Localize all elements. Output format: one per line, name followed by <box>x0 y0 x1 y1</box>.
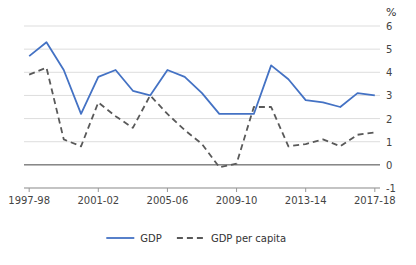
grid-line <box>24 49 380 50</box>
zero-line <box>24 164 380 165</box>
x-tick <box>236 188 237 192</box>
chart-container: -1 0 1 2 3 4 5 6% 1997-98 2001-02 2005-06 2009-10 20… <box>0 0 416 265</box>
x-tick-label: 2017-18 <box>354 195 396 206</box>
legend-label: GDP per capita <box>211 233 286 244</box>
y-tick-label: 2 <box>386 114 392 125</box>
x-tick-label: 2005-06 <box>147 195 189 206</box>
grid-line <box>24 164 380 165</box>
legend-swatch <box>177 237 205 239</box>
grid-line <box>24 72 380 73</box>
y-axis-label: % <box>386 6 396 19</box>
grid-line <box>24 26 380 27</box>
x-tick-label: 1997-98 <box>8 195 50 206</box>
chart-svg: -1 0 1 2 3 4 5 6% 1997-98 2001-02 2005-06 2009-10 20… <box>0 0 416 265</box>
y-tick-label: 5 <box>386 44 392 55</box>
grid-line <box>24 118 380 119</box>
legend-label: GDP <box>140 233 161 244</box>
x-tick-label: 2009-10 <box>216 195 258 206</box>
y-tick-label: 1 <box>386 137 392 148</box>
x-tick <box>29 188 30 192</box>
x-tick-label: 2001-02 <box>77 195 119 206</box>
x-tick-label: 2013-14 <box>285 195 327 206</box>
x-tick <box>305 188 306 192</box>
x-tick <box>98 188 99 192</box>
grid <box>24 26 380 188</box>
y-tick-label: -1 <box>386 183 396 194</box>
legend-swatch <box>106 237 134 239</box>
grid-line <box>24 95 380 96</box>
series-line <box>29 68 375 168</box>
y-tick-label: 0 <box>386 160 392 171</box>
y-tick-label: 4 <box>386 67 392 78</box>
lines <box>29 42 375 167</box>
y-tick-label: 3 <box>386 90 392 101</box>
y-tick-label: 6 <box>386 21 392 32</box>
x-axis-line <box>24 188 380 189</box>
x-tick <box>374 188 375 192</box>
series-line <box>29 42 375 114</box>
x-tick <box>167 188 168 192</box>
grid-line <box>24 188 380 189</box>
legend: GDP GDP per capita <box>106 233 286 244</box>
